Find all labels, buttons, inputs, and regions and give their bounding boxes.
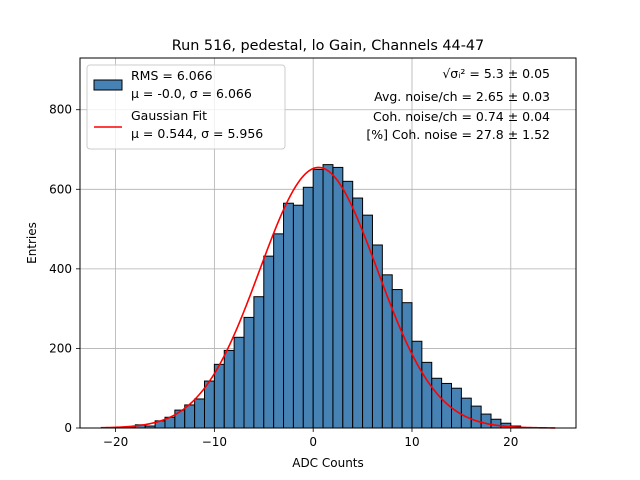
- legend-frame: [86, 64, 286, 150]
- histogram-bar: [312, 168, 324, 429]
- noise-annotations: √σᵢ² = 5.3 ± 0.05 Avg. noise/ch = 2.65 ±…: [366, 66, 550, 142]
- legend-swatch-histogram: [93, 79, 123, 91]
- legend: RMS = 6.066 μ = -0.0, σ = 6.066 Gaussian…: [86, 64, 286, 150]
- histogram-bar: [362, 214, 373, 429]
- histogram-bar: [322, 164, 334, 429]
- chart-title: Run 516, pedestal, lo Gain, Channels 44-…: [172, 38, 484, 54]
- histogram-bar: [174, 409, 186, 429]
- histogram-bar: [243, 316, 255, 429]
- y-tick-label: 0: [64, 421, 72, 435]
- legend-histogram-stats: μ = -0.0, σ = 6.066: [131, 86, 252, 101]
- histogram-bar: [401, 302, 413, 429]
- histogram-bar: [352, 197, 364, 429]
- x-tick-label: −20: [103, 435, 128, 449]
- histogram-bar: [342, 180, 354, 429]
- histogram-bar: [421, 361, 433, 429]
- histogram-bar: [194, 398, 205, 429]
- histogram-bar: [470, 405, 482, 429]
- y-axis-ticks: 0 200 400 600 800: [49, 103, 80, 435]
- y-tick-label: 200: [49, 341, 72, 355]
- histogram-bar: [302, 186, 314, 429]
- y-axis-label: Entries: [25, 222, 39, 264]
- x-axis-ticks: −20 −10 0 10 20: [103, 428, 518, 449]
- legend-histogram-label: RMS = 6.066: [131, 68, 213, 83]
- histogram-bar: [184, 404, 196, 429]
- histogram-bar: [292, 204, 304, 429]
- legend-fit-label: Gaussian Fit: [131, 108, 207, 123]
- histogram-bars: [124, 164, 522, 429]
- x-axis-label: ADC Counts: [292, 456, 364, 470]
- histogram-bar: [480, 413, 492, 429]
- y-tick-label: 600: [49, 182, 72, 196]
- histogram-bar: [391, 289, 403, 429]
- annotation-sigma-i: √σᵢ² = 5.3 ± 0.05: [442, 66, 550, 81]
- histogram-bar: [273, 233, 285, 429]
- legend-fit-stats: μ = 0.544, σ = 5.956: [131, 126, 263, 141]
- histogram-bar: [223, 349, 235, 429]
- x-tick-label: −10: [202, 435, 227, 449]
- histogram-bar: [203, 380, 215, 429]
- histogram-bar: [283, 202, 294, 429]
- gaussian-fit-curve: [100, 166, 556, 429]
- gaussian-fit-line: [100, 166, 556, 429]
- histogram-bar: [263, 255, 275, 429]
- y-tick-label: 400: [49, 262, 72, 276]
- plot-frame: [79, 57, 577, 429]
- histogram-bar: [233, 336, 245, 429]
- histogram-bar: [431, 377, 443, 429]
- histogram-bar: [213, 363, 225, 429]
- histogram-bar: [490, 418, 502, 429]
- histogram-bar: [253, 296, 265, 429]
- annotation-coh-noise-percent: [%] Coh. noise = 27.8 ± 1.52: [366, 127, 550, 142]
- annotation-coh-noise: Coh. noise/ch = 0.74 ± 0.04: [373, 109, 550, 124]
- x-tick-label: 10: [404, 435, 419, 449]
- histogram-bar: [371, 244, 383, 429]
- histogram-bar: [332, 166, 344, 429]
- y-tick-label: 800: [49, 103, 72, 117]
- histogram-bar: [411, 340, 423, 429]
- x-tick-label: 0: [309, 435, 317, 449]
- annotation-avg-noise: Avg. noise/ch = 2.65 ± 0.03: [374, 89, 550, 104]
- histogram-bar: [460, 397, 472, 429]
- x-tick-label: 20: [503, 435, 518, 449]
